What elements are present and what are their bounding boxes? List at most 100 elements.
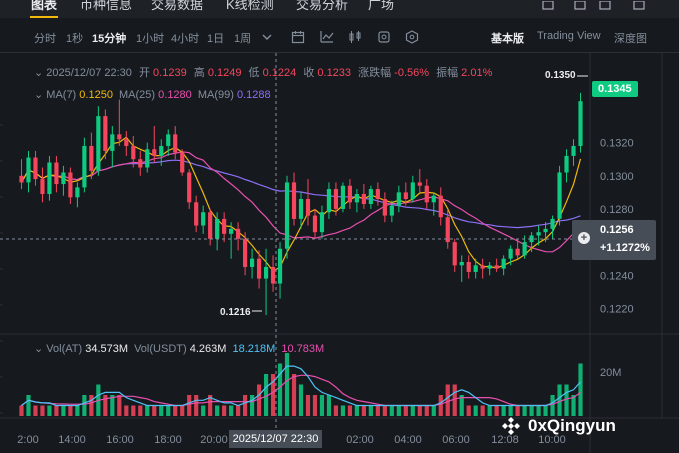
volume-bar (159, 405, 164, 416)
expand-icon[interactable] (598, 1, 612, 11)
volume-bar (236, 405, 241, 416)
high-price-marker: 0.1350 (545, 70, 576, 81)
collapse-chevron-icon[interactable]: ⌄ (34, 89, 47, 101)
timeframe-1w[interactable]: 1周 (234, 33, 252, 45)
volume-bar (410, 405, 415, 416)
ma25-line (20, 151, 582, 253)
collapse-chevron-icon[interactable]: ⌄ (34, 67, 47, 79)
more-icon[interactable] (632, 1, 646, 11)
volume-bar (222, 405, 227, 416)
calendar-icon[interactable] (291, 30, 305, 44)
volume-ma-line-fast (21, 365, 581, 407)
volume-bar (431, 405, 436, 416)
candle-type-icon[interactable] (348, 30, 362, 44)
chart-canvas[interactable]: 0.13200.13000.12800.12600.12400.122020M2… (0, 53, 679, 453)
volume-bar (270, 374, 276, 416)
time-axis-label: 16:00 (106, 434, 134, 446)
candle-body (347, 185, 353, 203)
ma-info-line: ⌄ MA(7) 0.1250 MA(25) 0.1280 MA(99) 0.12… (34, 88, 271, 101)
view-basic[interactable]: 基本版 (491, 33, 524, 45)
tab-coin-info[interactable]: 币种信息 (80, 0, 133, 12)
close-value: 0.1233 (317, 67, 352, 79)
timeframe-time[interactable]: 分时 (34, 33, 56, 45)
chevron-down-icon[interactable] (262, 33, 276, 47)
view-depth[interactable]: 深度图 (614, 33, 647, 45)
volume-bar (319, 395, 325, 416)
candle-body (298, 199, 304, 219)
volume-bar (438, 395, 443, 416)
volume-bar (522, 405, 527, 416)
volume-bar (494, 405, 499, 416)
volume-bar (396, 405, 401, 416)
volume-bar (249, 395, 255, 416)
timeframe-4h[interactable]: 4小时 (171, 33, 200, 45)
share-icon[interactable] (541, 1, 555, 11)
timeframe-1h[interactable]: 1小时 (136, 33, 165, 45)
favorite-icon[interactable] (573, 1, 587, 11)
volume-bar (508, 405, 513, 416)
watermark-text: 0xQingyun (528, 416, 616, 435)
timeframe-15m[interactable]: 15分钟 (92, 33, 127, 45)
volume-axis-label: 20M (600, 367, 621, 379)
active-tab-underline (30, 16, 58, 18)
candle-body (480, 265, 485, 269)
candle-body (124, 139, 129, 146)
volume-bar (375, 405, 380, 416)
candle-body (201, 212, 206, 226)
candle-body (68, 172, 73, 198)
time-axis-label: 10:00 (538, 434, 566, 446)
candle-body (263, 266, 269, 279)
candle-body (403, 192, 408, 199)
collapse-chevron-icon[interactable]: ⌄ (34, 343, 47, 355)
volume-bar (452, 384, 457, 416)
timeframe-1d[interactable]: 1日 (207, 33, 225, 45)
volume-bar (89, 395, 94, 416)
candle-body (40, 179, 45, 195)
candle-body (61, 172, 66, 185)
settings-icon[interactable] (377, 30, 391, 44)
volume-bar (68, 405, 73, 416)
candle-body (270, 266, 276, 284)
volume-bar (543, 405, 548, 416)
volume-bar (361, 405, 366, 416)
low-price-marker: 0.1216 (220, 307, 251, 318)
timeframe-1s[interactable]: 1秒 (66, 33, 84, 45)
ma25-value: 0.1280 (158, 89, 192, 101)
vol-ma-value-a: 18.218M (232, 343, 276, 355)
candle-body (194, 202, 199, 226)
price-axis-label: 0.1300 (600, 171, 634, 183)
volume-bar (145, 405, 150, 416)
binance-logo-icon (502, 417, 520, 435)
volume-bar (110, 395, 115, 416)
time-axis-label: 02:00 (346, 434, 374, 446)
candle-body (417, 182, 422, 186)
tab-kline-detect[interactable]: K线检测 (226, 0, 274, 12)
candle-body (438, 195, 443, 218)
tab-chart[interactable]: 图表 (31, 0, 58, 12)
vol-at-value: 34.573M (85, 343, 129, 355)
ma99-value: 0.1288 (236, 89, 271, 101)
volume-bar (138, 405, 143, 416)
volume-bar (61, 405, 66, 416)
candle-body (501, 258, 506, 269)
crosshair-price-box: + 0.1256 +1.1272% (572, 220, 656, 260)
vol-usdt-value: 4.263M (189, 343, 227, 355)
candlestick-chart[interactable]: 0.13200.13000.12800.12600.12400.122020M2… (0, 53, 679, 453)
tab-square[interactable]: 广场 (368, 0, 395, 12)
hexagon-icon[interactable] (405, 30, 419, 44)
candle-body (159, 145, 164, 156)
price-axis-label: 0.1280 (600, 204, 634, 216)
candle-body (522, 242, 527, 256)
volume-bar (333, 405, 339, 416)
volume-bar (263, 374, 269, 416)
add-alert-icon[interactable]: + (578, 232, 590, 244)
tab-trade-data[interactable]: 交易数据 (151, 0, 204, 12)
time-axis-label: 18:00 (154, 434, 182, 446)
tab-trade-analysis[interactable]: 交易分析 (296, 0, 349, 12)
line-chart-icon[interactable] (320, 30, 334, 44)
view-tradingview[interactable]: Trading View (537, 30, 601, 42)
volume-bar (82, 395, 87, 416)
volume-bar (215, 405, 220, 416)
crosshair-time: 2025/12/07 22:30 (229, 430, 322, 448)
volume-bar (166, 405, 171, 416)
